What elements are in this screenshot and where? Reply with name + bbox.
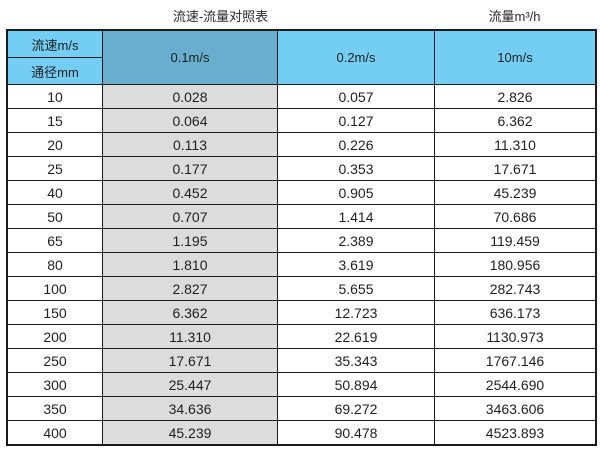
table-row: 10 0.028 0.057 2.826 bbox=[7, 84, 596, 109]
diameter-cell: 300 bbox=[7, 372, 103, 397]
flow-value-cell: 0.452 bbox=[102, 180, 278, 205]
flow-value-cell: 6.362 bbox=[102, 300, 278, 325]
table-row: 150 6.362 12.723 636.173 bbox=[7, 300, 596, 325]
diameter-cell: 350 bbox=[7, 396, 103, 421]
flow-value-cell: 5.655 bbox=[277, 276, 435, 301]
flow-value-cell: 17.671 bbox=[102, 348, 278, 373]
flow-value-cell: 69.272 bbox=[277, 396, 435, 421]
table-row: 250 17.671 35.343 1767.146 bbox=[7, 348, 596, 373]
col-header-0-2ms: 0.2m/s bbox=[277, 30, 435, 85]
table-row: 80 1.810 3.619 180.956 bbox=[7, 252, 596, 277]
flow-value-cell: 3463.606 bbox=[434, 396, 596, 421]
flow-value-cell: 0.177 bbox=[102, 156, 278, 181]
flow-value-cell: 2.827 bbox=[102, 276, 278, 301]
table-row: 50 0.707 1.414 70.686 bbox=[7, 204, 596, 229]
table-row: 200 11.310 22.619 1130.973 bbox=[7, 324, 596, 349]
flow-value-cell: 1.810 bbox=[102, 252, 278, 277]
diameter-cell: 80 bbox=[7, 252, 103, 277]
table-title: 流速-流量对照表 bbox=[172, 8, 269, 24]
table-row: 65 1.195 2.389 119.459 bbox=[7, 228, 596, 253]
flow-value-cell: 90.478 bbox=[277, 420, 435, 445]
flow-value-cell: 119.459 bbox=[434, 228, 596, 253]
flow-value-cell: 0.127 bbox=[277, 108, 435, 133]
flow-value-cell: 0.353 bbox=[277, 156, 435, 181]
flow-value-cell: 0.707 bbox=[102, 204, 278, 229]
flow-value-cell: 34.636 bbox=[102, 396, 278, 421]
diameter-cell: 250 bbox=[7, 348, 103, 373]
flow-value-cell: 636.173 bbox=[434, 300, 596, 325]
velocity-label-cell: 流速m/s bbox=[7, 30, 103, 58]
diameter-label-cell: 通径mm bbox=[7, 57, 103, 85]
table-header: 流速m/s 0.1m/s 0.2m/s 10m/s 通径mm bbox=[7, 30, 596, 85]
flow-value-cell: 2.389 bbox=[277, 228, 435, 253]
flow-value-cell: 282.743 bbox=[434, 276, 596, 301]
table-row: 350 34.636 69.272 3463.606 bbox=[7, 396, 596, 421]
flow-value-cell: 2544.690 bbox=[434, 372, 596, 397]
flow-rate-table: 流速m/s 0.1m/s 0.2m/s 10m/s 通径mm 10 0.028 0.… bbox=[6, 29, 597, 446]
flow-value-cell: 0.057 bbox=[277, 84, 435, 109]
flow-value-cell: 3.619 bbox=[277, 252, 435, 277]
flow-value-cell: 1.195 bbox=[102, 228, 278, 253]
flow-value-cell: 180.956 bbox=[434, 252, 596, 277]
flow-value-cell: 22.619 bbox=[277, 324, 435, 349]
table-row: 40 0.452 0.905 45.239 bbox=[7, 180, 596, 205]
flow-value-cell: 1.414 bbox=[277, 204, 435, 229]
flow-value-cell: 2.826 bbox=[434, 84, 596, 109]
table-titles: 流速-流量对照表 流量m³/h bbox=[0, 0, 600, 30]
flow-unit-title: 流量m³/h bbox=[488, 8, 541, 24]
header-row-velocity: 流速m/s 0.1m/s 0.2m/s 10m/s bbox=[7, 30, 596, 85]
diameter-cell: 10 bbox=[7, 84, 103, 109]
flow-value-cell: 4523.893 bbox=[434, 420, 596, 445]
diameter-cell: 15 bbox=[7, 108, 103, 133]
table-row: 20 0.113 0.226 11.310 bbox=[7, 132, 596, 157]
table-row: 300 25.447 50.894 2544.690 bbox=[7, 372, 596, 397]
diameter-cell: 400 bbox=[7, 420, 103, 445]
diameter-cell: 100 bbox=[7, 276, 103, 301]
table-row: 400 45.239 90.478 4523.893 bbox=[7, 420, 596, 445]
diameter-cell: 25 bbox=[7, 156, 103, 181]
flow-value-cell: 50.894 bbox=[277, 372, 435, 397]
flow-value-cell: 11.310 bbox=[102, 324, 278, 349]
table-body: 10 0.028 0.057 2.826 15 0.064 0.127 6.362 20 0.11… bbox=[7, 84, 596, 445]
flow-value-cell: 45.239 bbox=[434, 180, 596, 205]
diameter-cell: 150 bbox=[7, 300, 103, 325]
diameter-cell: 50 bbox=[7, 204, 103, 229]
diameter-cell: 200 bbox=[7, 324, 103, 349]
flow-value-cell: 17.671 bbox=[434, 156, 596, 181]
table-row: 25 0.177 0.353 17.671 bbox=[7, 156, 596, 181]
col-header-10ms: 10m/s bbox=[434, 30, 596, 85]
flow-value-cell: 0.064 bbox=[102, 108, 278, 133]
flow-value-cell: 1767.146 bbox=[434, 348, 596, 373]
flow-value-cell: 0.113 bbox=[102, 132, 278, 157]
flow-value-cell: 35.343 bbox=[277, 348, 435, 373]
flow-value-cell: 1130.973 bbox=[434, 324, 596, 349]
diameter-cell: 65 bbox=[7, 228, 103, 253]
header-row-diameter: 通径mm bbox=[7, 57, 596, 85]
flow-value-cell: 11.310 bbox=[434, 132, 596, 157]
flow-value-cell: 0.028 bbox=[102, 84, 278, 109]
flow-value-cell: 0.226 bbox=[277, 132, 435, 157]
flow-value-cell: 12.723 bbox=[277, 300, 435, 325]
flow-value-cell: 25.447 bbox=[102, 372, 278, 397]
flow-value-cell: 0.905 bbox=[277, 180, 435, 205]
diameter-cell: 40 bbox=[7, 180, 103, 205]
flow-value-cell: 70.686 bbox=[434, 204, 596, 229]
table-row: 15 0.064 0.127 6.362 bbox=[7, 108, 596, 133]
flow-value-cell: 6.362 bbox=[434, 108, 596, 133]
diameter-cell: 20 bbox=[7, 132, 103, 157]
table-row: 100 2.827 5.655 282.743 bbox=[7, 276, 596, 301]
col-header-0-1ms: 0.1m/s bbox=[102, 30, 278, 85]
flow-value-cell: 45.239 bbox=[102, 420, 278, 445]
